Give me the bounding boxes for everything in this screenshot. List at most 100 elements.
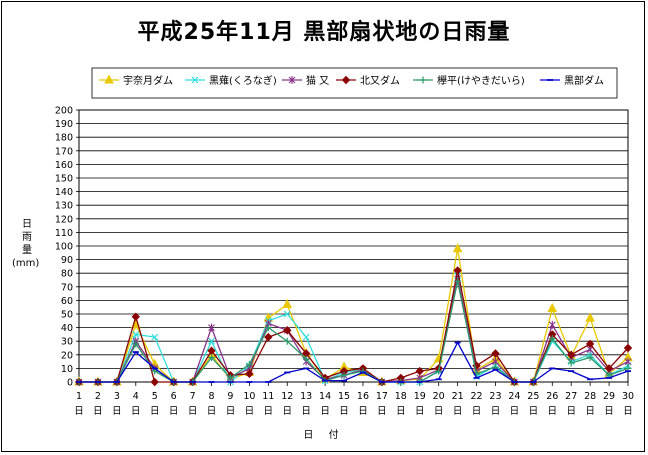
data-point	[208, 323, 215, 332]
x-tick-label: 10	[243, 391, 255, 402]
data-point	[415, 366, 424, 376]
legend-marker	[419, 76, 427, 84]
x-tick-label: 12	[281, 391, 293, 402]
data-point	[245, 369, 254, 379]
x-tick-label-suffix: 日	[282, 406, 292, 417]
y-tick-label: 140	[55, 187, 73, 198]
x-tick-label: 1	[76, 391, 82, 402]
legend-label: 宇奈月ダム	[123, 74, 173, 87]
x-axis-label: 日 付	[303, 430, 345, 441]
data-point	[302, 355, 310, 363]
x-tick-label-suffix: 日	[358, 406, 368, 417]
y-tick-label: 180	[55, 133, 73, 144]
data-point	[245, 360, 253, 368]
x-tick-label: 18	[395, 391, 407, 402]
y-axis-label-char: 雨	[22, 232, 32, 243]
data-point	[282, 298, 293, 308]
data-point	[226, 374, 234, 382]
y-tick-label: 60	[61, 296, 73, 307]
x-tick-label-suffix: 日	[169, 406, 179, 417]
grid-lines	[76, 109, 629, 386]
chart-title: 平成25年11月 黒部扇状地の日雨量	[137, 20, 511, 45]
x-tick-label-suffix: 日	[112, 406, 122, 417]
x-tick-label-suffix: 日	[74, 406, 84, 417]
data-point	[623, 343, 633, 353]
x-tick-label-suffix: 日	[339, 406, 349, 417]
x-tick-labels: 1日2日3日4日5日6日7日8日9日10日11日12日13日14日15日16日1…	[74, 391, 634, 417]
x-tick-label: 19	[414, 391, 426, 402]
data-point	[624, 357, 632, 366]
x-tick-label-suffix: 日	[510, 406, 520, 417]
y-tick-label: 10	[61, 364, 73, 375]
y-tick-label: 200	[55, 106, 73, 117]
legend-label: 猫 又	[306, 74, 329, 87]
x-tick-label-suffix: 日	[623, 406, 633, 417]
x-tick-label: 14	[319, 391, 331, 402]
y-axis-label-char: 量	[22, 245, 32, 256]
y-tick-label: 30	[61, 337, 73, 348]
x-tick-label-suffix: 日	[566, 406, 576, 417]
x-tick-label: 2	[95, 391, 101, 402]
x-tick-label: 8	[208, 391, 214, 402]
x-tick-label: 21	[452, 391, 464, 402]
data-point	[264, 324, 272, 332]
y-tick-label: 160	[55, 160, 73, 171]
y-tick-label: 190	[55, 119, 73, 130]
data-point	[585, 312, 595, 322]
data-point	[586, 354, 594, 362]
legend-marker	[104, 74, 114, 84]
x-tick-label-suffix: 日	[320, 406, 330, 417]
legend: 宇奈月ダム 黒薙(くろなぎ) 猫 又 北又ダム 欅平(けやきだいら) 黒部ダム	[91, 67, 618, 99]
x-tick-label: 11	[262, 391, 274, 402]
legend-marker	[341, 75, 351, 85]
y-tick-label: 150	[55, 174, 73, 185]
x-tick-label: 26	[546, 391, 558, 402]
y-tick-label: 20	[61, 350, 73, 361]
y-axis-unit: (mm)	[12, 258, 40, 269]
x-tick-label: 30	[622, 391, 634, 402]
y-axis-label-char: 日	[22, 219, 32, 230]
x-tick-label-suffix: 日	[150, 406, 160, 417]
legend-label: 黒部ダム	[564, 74, 604, 87]
x-tick-label-suffix: 日	[491, 406, 501, 417]
x-tick-label-suffix: 日	[434, 406, 444, 417]
x-tick-label-suffix: 日	[548, 406, 558, 417]
x-tick-label: 29	[603, 391, 615, 402]
x-tick-label-suffix: 日	[585, 406, 595, 417]
data-point	[340, 371, 348, 379]
x-tick-label: 9	[227, 391, 233, 402]
data-point	[585, 339, 595, 349]
data-point	[302, 333, 310, 341]
x-tick-label-suffix: 日	[188, 406, 198, 417]
data-point	[283, 337, 291, 345]
x-tick-label: 4	[133, 391, 139, 402]
y-tick-label: 50	[61, 310, 73, 321]
legend-label: 北又ダム	[360, 74, 400, 87]
data-point	[452, 243, 463, 253]
x-tick-label-suffix: 日	[377, 406, 387, 417]
data-point	[491, 349, 500, 358]
data-point	[132, 330, 140, 338]
series-line	[79, 278, 629, 383]
data-point	[359, 367, 367, 375]
x-tick-label-suffix: 日	[301, 406, 311, 417]
data-point	[547, 302, 558, 313]
series-lines	[74, 243, 633, 387]
x-tick-label: 3	[114, 391, 120, 402]
x-tick-label-suffix: 日	[131, 406, 141, 417]
x-tick-label-suffix: 日	[396, 406, 406, 417]
data-point	[454, 277, 462, 285]
data-point	[132, 340, 140, 348]
x-tick-label: 25	[527, 391, 539, 402]
x-tick-label: 7	[190, 391, 196, 402]
y-tick-label: 100	[55, 242, 73, 253]
x-tick-label-suffix: 日	[604, 406, 614, 417]
series-line	[79, 248, 629, 383]
data-point	[548, 320, 556, 329]
data-point	[208, 354, 216, 362]
y-tick-label: 120	[55, 214, 73, 225]
y-tick-label: 70	[61, 282, 73, 293]
series-line	[79, 270, 629, 383]
x-tick-label: 20	[433, 391, 445, 402]
